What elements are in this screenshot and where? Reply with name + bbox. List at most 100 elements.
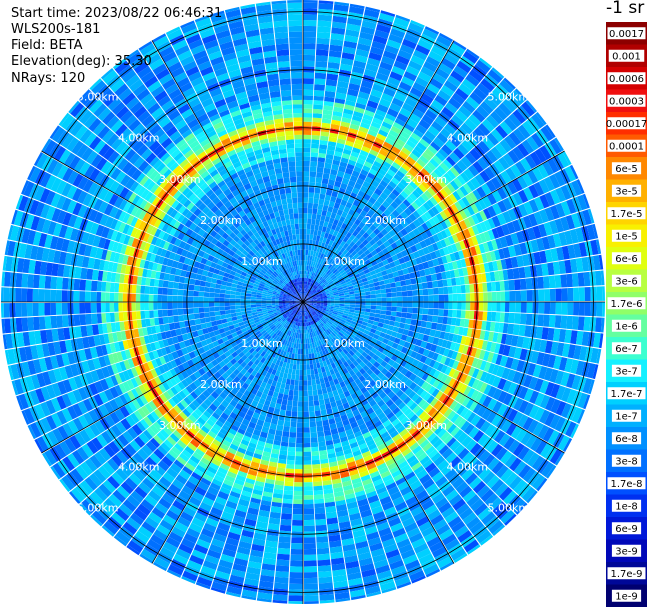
data-cell (306, 302, 310, 305)
data-cell (316, 541, 329, 549)
data-cell (560, 315, 568, 329)
data-cell (522, 120, 536, 136)
data-cell (483, 262, 490, 273)
data-cell (487, 229, 495, 241)
data-cell (329, 309, 334, 312)
data-cell (327, 313, 332, 317)
data-cell (583, 316, 591, 332)
data-cell (528, 376, 539, 390)
data-cell (312, 306, 316, 309)
data-cell (506, 181, 518, 195)
data-cell (499, 280, 505, 291)
data-cell (397, 193, 406, 202)
data-cell (364, 338, 371, 345)
data-cell (417, 39, 433, 51)
data-cell (397, 269, 404, 276)
data-cell (470, 302, 475, 311)
data-cell (349, 306, 355, 310)
data-cell (470, 347, 478, 358)
data-cell (418, 119, 431, 130)
data-cell (492, 388, 503, 401)
data-cell (308, 295, 312, 299)
data-cell (368, 316, 375, 321)
data-cell (352, 230, 359, 237)
data-cell (518, 386, 529, 400)
data-cell (315, 288, 320, 291)
data-cell (447, 262, 454, 271)
data-cell (303, 108, 313, 114)
data-cell (492, 202, 502, 215)
data-cell (406, 156, 416, 165)
data-cell (310, 442, 319, 448)
data-cell (322, 307, 327, 310)
data-cell (303, 380, 308, 386)
data-cell (310, 282, 313, 287)
data-cell (571, 273, 579, 287)
data-cell (469, 131, 482, 144)
data-cell (376, 297, 382, 302)
data-cell (544, 381, 555, 396)
data-cell (511, 178, 523, 192)
data-cell (419, 155, 429, 165)
data-cell (512, 371, 522, 384)
data-cell (410, 319, 417, 326)
data-cell (291, 374, 296, 380)
data-cell (383, 117, 395, 126)
data-cell (295, 447, 303, 452)
data-cell (339, 302, 345, 305)
data-cell (289, 577, 303, 584)
data-cell (478, 393, 487, 405)
data-cell (318, 293, 323, 296)
data-cell (317, 279, 321, 283)
data-cell (555, 187, 566, 203)
data-cell (455, 352, 463, 362)
data-cell (309, 302, 314, 304)
data-cell (318, 399, 325, 406)
data-cell (331, 119, 341, 126)
data-cell (577, 194, 588, 211)
data-cell (465, 73, 480, 87)
data-cell (432, 137, 445, 149)
data-cell (313, 229, 318, 236)
data-cell (429, 158, 440, 168)
data-cell (303, 147, 311, 153)
data-cell (337, 289, 344, 293)
data-cell (276, 559, 290, 567)
data-cell (309, 171, 317, 178)
data-cell (319, 287, 324, 291)
data-cell (543, 367, 553, 382)
data-cell (436, 323, 443, 331)
data-cell (342, 325, 349, 331)
data-cell (404, 33, 420, 44)
data-cell (460, 284, 466, 294)
data-cell (420, 93, 434, 105)
data-cell (294, 353, 298, 360)
data-cell (476, 405, 487, 417)
data-cell (297, 411, 303, 417)
data-cell (509, 302, 516, 313)
data-cell (307, 265, 311, 272)
data-cell (396, 344, 404, 352)
data-cell (306, 228, 311, 235)
data-cell (297, 348, 301, 355)
data-cell (536, 352, 545, 366)
data-cell (365, 6, 381, 13)
data-cell (561, 403, 572, 419)
data-cell (316, 262, 320, 269)
data-cell (517, 124, 531, 139)
data-cell (417, 333, 425, 341)
data-cell (372, 264, 380, 270)
data-cell (393, 60, 408, 71)
data-cell (343, 308, 350, 312)
data-cell (347, 17, 362, 26)
data-cell (437, 338, 444, 347)
data-cell (432, 315, 439, 323)
data-cell (367, 208, 376, 217)
data-cell (485, 341, 493, 352)
data-cell (504, 291, 510, 302)
data-cell (312, 296, 316, 299)
data-cell (405, 348, 413, 357)
data-cell (330, 285, 337, 290)
data-cell (561, 288, 568, 302)
data-cell (339, 295, 345, 299)
